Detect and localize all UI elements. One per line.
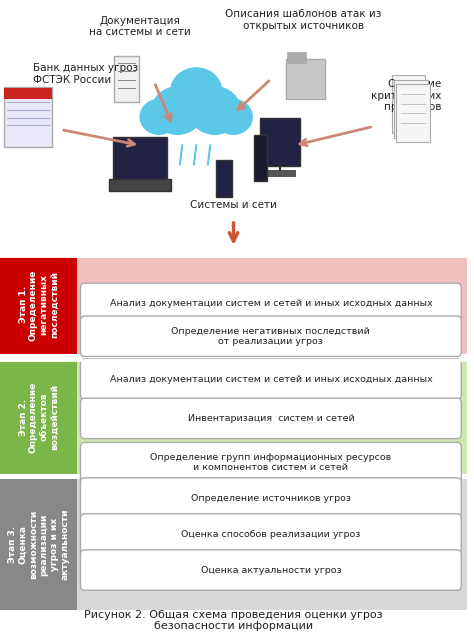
FancyBboxPatch shape [81, 398, 461, 439]
Text: Инвентаризация  систем и сетей: Инвентаризация систем и сетей [188, 414, 354, 423]
FancyBboxPatch shape [394, 80, 428, 138]
FancyBboxPatch shape [0, 256, 467, 354]
FancyBboxPatch shape [0, 479, 77, 610]
Ellipse shape [171, 68, 222, 115]
FancyBboxPatch shape [216, 160, 232, 197]
FancyBboxPatch shape [287, 52, 306, 63]
FancyBboxPatch shape [81, 514, 461, 554]
Ellipse shape [140, 100, 178, 134]
Text: Описания шаблонов атак из
открытых источников: Описания шаблонов атак из открытых источ… [225, 10, 382, 31]
FancyBboxPatch shape [4, 88, 52, 99]
FancyBboxPatch shape [113, 137, 167, 182]
Text: Системы и сети: Системы и сети [190, 200, 277, 210]
FancyBboxPatch shape [392, 75, 425, 133]
FancyBboxPatch shape [260, 118, 301, 166]
Text: Этап 1.
Определение
негативных
последствий: Этап 1. Определение негативных последств… [18, 269, 59, 340]
FancyBboxPatch shape [0, 0, 467, 256]
FancyBboxPatch shape [266, 170, 295, 176]
FancyBboxPatch shape [114, 56, 139, 102]
FancyBboxPatch shape [81, 359, 461, 399]
FancyBboxPatch shape [396, 84, 430, 142]
Text: Определение источников угроз: Определение источников угроз [191, 493, 351, 503]
Text: Анализ документации систем и сетей и иных исходных данных: Анализ документации систем и сетей и ины… [109, 375, 432, 384]
Ellipse shape [189, 87, 240, 134]
Text: Описание
критических
процессов: Описание критических процессов [371, 79, 441, 112]
Text: Рисунок 2. Общая схема проведения оценки угроз
безопасности информации: Рисунок 2. Общая схема проведения оценки… [84, 610, 383, 631]
Text: Оценка способов реализации угроз: Оценка способов реализации угроз [181, 529, 361, 538]
FancyBboxPatch shape [81, 443, 461, 483]
FancyBboxPatch shape [81, 316, 461, 356]
Text: Определение негативных последствий
от реализации угроз: Определение негативных последствий от ре… [172, 327, 370, 346]
Text: Оценка актуальности угроз: Оценка актуальности угроз [201, 566, 341, 574]
FancyBboxPatch shape [81, 550, 461, 590]
FancyBboxPatch shape [4, 87, 53, 146]
FancyBboxPatch shape [81, 283, 461, 323]
FancyBboxPatch shape [254, 134, 267, 181]
Ellipse shape [215, 100, 252, 134]
FancyBboxPatch shape [0, 479, 467, 610]
FancyBboxPatch shape [0, 360, 77, 474]
FancyBboxPatch shape [0, 256, 77, 354]
FancyBboxPatch shape [81, 478, 461, 518]
Text: Анализ документации систем и сетей и иных исходных данных: Анализ документации систем и сетей и ины… [109, 299, 432, 308]
Text: Этап 2.
Определение
объектов
воздействий: Этап 2. Определение объектов воздействий [18, 382, 59, 453]
FancyBboxPatch shape [109, 179, 172, 191]
Text: Определение групп информационных ресурсов
и компонентов систем и сетей: Определение групп информационных ресурсо… [150, 453, 392, 472]
Ellipse shape [152, 87, 203, 134]
Text: Документация
на системы и сети: Документация на системы и сети [89, 16, 191, 37]
FancyBboxPatch shape [0, 360, 467, 474]
Text: Этап 3.
Оценка
возможности
реализации
угроз и их
актуальности: Этап 3. Оценка возможности реализации уг… [8, 508, 69, 580]
FancyBboxPatch shape [286, 59, 326, 100]
Text: Банк данных угроз
ФСТЭК России: Банк данных угроз ФСТЭК России [33, 63, 138, 85]
